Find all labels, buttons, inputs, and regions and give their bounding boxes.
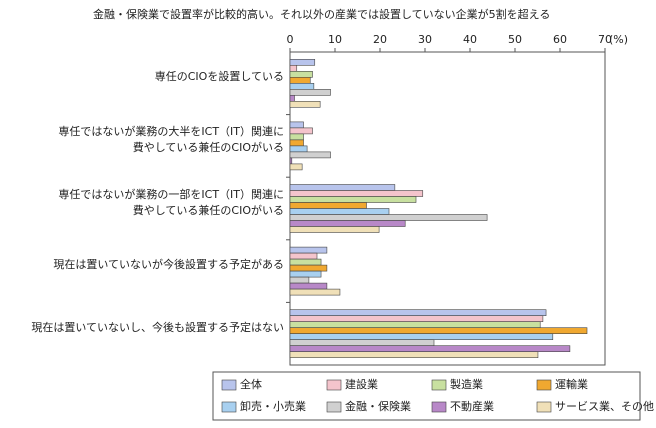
legend-swatch	[431, 379, 447, 391]
x-tick-label: 20	[373, 33, 387, 46]
x-tick-label: 0	[287, 33, 294, 46]
x-tick-label: 30	[418, 33, 432, 46]
bar	[289, 315, 544, 323]
legend-swatch	[431, 401, 447, 413]
chart-title: 金融・保険業で設置率が比較的高い。それ以外の産業では設置していない企業が5割を超…	[93, 7, 550, 21]
bar	[289, 121, 304, 129]
bar	[289, 321, 541, 329]
bar	[289, 276, 310, 284]
bar	[289, 264, 328, 272]
x-axis-label: (%)	[609, 33, 628, 46]
legend-label: サービス業、その他	[555, 400, 654, 413]
bar	[289, 151, 331, 159]
legend-swatch	[221, 379, 237, 391]
y-tick-label: 現在は置いていないが今後設置する予定がある	[53, 258, 284, 272]
bar	[289, 282, 328, 290]
bar	[289, 101, 321, 108]
bar	[289, 309, 547, 317]
bar	[289, 333, 554, 341]
y-tick-label: 専任のCIOを設置している	[154, 70, 284, 84]
bar	[289, 127, 313, 135]
bar	[289, 77, 311, 84]
legend-label: 金融・保険業	[345, 399, 411, 413]
legend-swatch	[536, 379, 552, 391]
bar	[289, 71, 313, 78]
x-tick-label: 50	[508, 33, 522, 46]
bar	[289, 226, 380, 233]
legend-swatch	[536, 401, 552, 413]
bar	[289, 95, 295, 102]
x-tick-label: 60	[553, 33, 567, 46]
y-tick-label: 専任ではないが業務の大半をICT（IT）関連に 費やしている兼任のCIOがいる	[58, 124, 284, 154]
legend-label: 全体	[240, 377, 262, 391]
legend-label: 建設業	[345, 377, 378, 391]
legend-box	[212, 371, 641, 421]
legend-swatch	[221, 401, 237, 413]
x-tick-label: 10	[328, 33, 342, 46]
y-tick-label: 現在は置いていないし、今後も設置する予定はない	[31, 320, 284, 334]
bar	[289, 246, 328, 254]
bar	[289, 258, 322, 266]
legend-label: 卸売・小売業	[240, 399, 306, 413]
legend-swatch	[326, 401, 342, 413]
bar	[289, 89, 331, 96]
bar	[289, 214, 488, 221]
legend-swatch	[326, 379, 342, 391]
bar	[289, 288, 341, 296]
bar	[289, 163, 303, 171]
bar	[289, 220, 406, 227]
legend-label: 運輸業	[555, 377, 588, 391]
bar	[289, 83, 315, 90]
bar	[289, 58, 316, 66]
bar	[289, 190, 424, 197]
bar	[289, 184, 396, 191]
x-tick-label: 40	[463, 33, 477, 46]
bar	[289, 208, 390, 215]
bar	[289, 252, 318, 260]
y-tick-label: 専任ではないが業務の一部をICT（IT）関連に 費やしている兼任のCIOがいる	[58, 187, 284, 217]
bar	[289, 351, 539, 359]
bar	[289, 157, 293, 165]
legend-label: 不動産業	[450, 399, 494, 413]
bar	[289, 345, 571, 353]
bar	[289, 270, 322, 278]
bar	[289, 327, 588, 335]
legend-label: 製造業	[450, 377, 483, 391]
x-tick-label: 70	[598, 33, 612, 46]
bar	[289, 339, 435, 347]
bar	[289, 202, 367, 209]
bar	[289, 133, 304, 141]
bar	[289, 196, 417, 203]
bar	[289, 145, 308, 153]
bar	[289, 139, 304, 147]
bar	[289, 65, 298, 72]
